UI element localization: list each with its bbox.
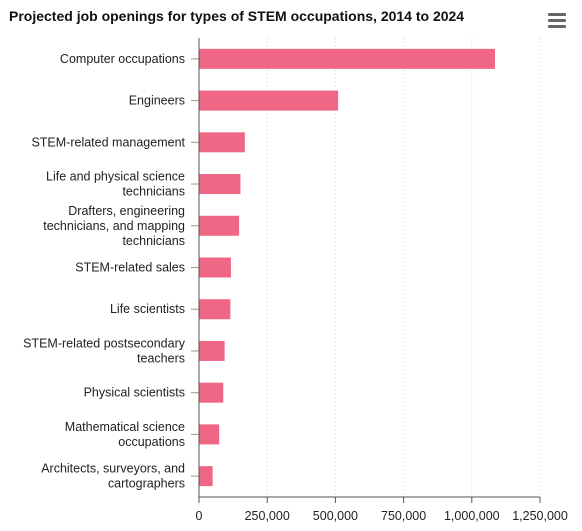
category-label: Mathematical science occupations — [65, 420, 185, 449]
category-label: Physical scientists — [84, 386, 185, 400]
hamburger-menu-icon[interactable] — [548, 13, 566, 29]
bar[interactable] — [199, 382, 224, 403]
x-tick-label: 1,250,000 — [512, 509, 568, 523]
bar[interactable] — [199, 48, 495, 69]
bar[interactable] — [199, 340, 225, 361]
bar[interactable] — [199, 257, 231, 278]
category-label: STEM-related management — [31, 135, 185, 149]
bar[interactable] — [199, 215, 240, 236]
bar[interactable] — [199, 174, 241, 195]
gridlines — [266, 38, 541, 497]
x-tick-label: 250,000 — [245, 509, 290, 523]
category-labels: Computer occupations Engineers STEM-relate… — [23, 52, 186, 491]
x-tick-label: 1,000,000 — [444, 509, 500, 523]
x-tick-label: 750,000 — [381, 509, 426, 523]
tick-labels: 0 250,000 500,000 750,000 1,000,000 1,250,000 — [196, 509, 568, 523]
category-label: STEM-related sales — [75, 261, 185, 275]
x-tick-label: 500,000 — [313, 509, 358, 523]
category-label: STEM-related postsecondary teachers — [23, 336, 186, 365]
bar[interactable] — [199, 90, 339, 111]
bar[interactable] — [199, 466, 213, 487]
category-label: Life scientists — [110, 302, 185, 316]
bar[interactable] — [199, 132, 245, 153]
category-label: Drafters, engineering technicians, and ma… — [43, 204, 185, 248]
category-label: Computer occupations — [60, 52, 185, 66]
bar[interactable] — [199, 299, 231, 320]
category-label: Architects, surveyors, and cartographers — [41, 462, 185, 491]
chart-title: Projected job openings for types of STEM… — [9, 8, 465, 24]
axes — [191, 38, 541, 503]
bars — [199, 48, 495, 487]
bar[interactable] — [199, 424, 220, 445]
category-label: Engineers — [129, 94, 185, 108]
category-label: Life and physical science technicians — [46, 170, 185, 199]
x-tick-label: 0 — [196, 509, 203, 523]
